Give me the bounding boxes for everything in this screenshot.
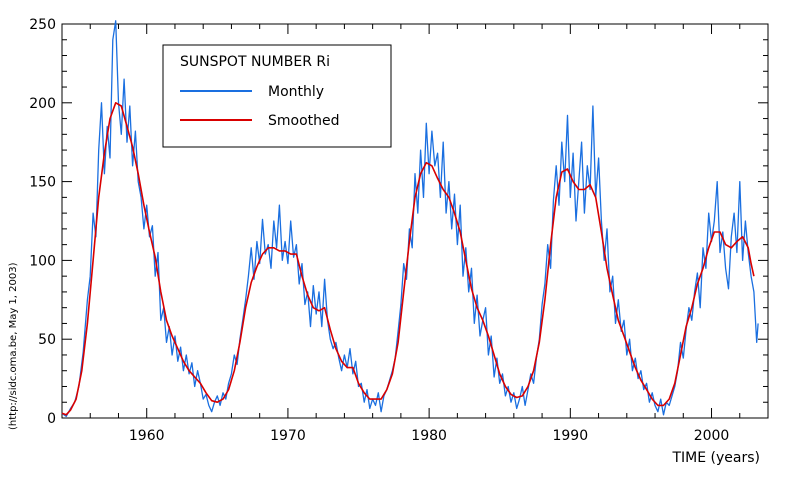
legend: SUNSPOT NUMBER Ri Monthly Smoothed (162, 44, 392, 148)
y-tick-label: 150 (29, 175, 56, 191)
legend-entry-monthly: Monthly (268, 84, 324, 100)
plot-frame (61, 23, 769, 419)
series-layer (61, 20, 759, 418)
y-tick-label: 0 (47, 411, 56, 427)
y-tick-label: 200 (29, 96, 56, 112)
axis-ticks (61, 23, 769, 419)
x-axis-label: TIME (years) (671, 450, 760, 466)
source-note: (http://sidc.oma.be, May 1, 2003) (8, 262, 19, 430)
legend-entry-smoothed: Smoothed (268, 113, 340, 129)
x-tick-label: 1990 (552, 428, 588, 444)
x-tick-label: 2000 (694, 428, 730, 444)
legend-title: SUNSPOT NUMBER Ri (180, 54, 330, 70)
x-tick-label: 1970 (270, 428, 306, 444)
y-tick-label: 50 (38, 332, 56, 348)
x-tick-label: 1980 (411, 428, 447, 444)
y-tick-label: 250 (29, 17, 56, 33)
series-line-smoothed (61, 102, 755, 416)
legend-box (162, 44, 392, 148)
tick-labels: 0 50 100 150 200 250 1960 1970 1980 1990 2000 (29, 17, 729, 444)
y-tick-label: 100 (29, 253, 56, 269)
x-tick-label: 1960 (129, 428, 165, 444)
